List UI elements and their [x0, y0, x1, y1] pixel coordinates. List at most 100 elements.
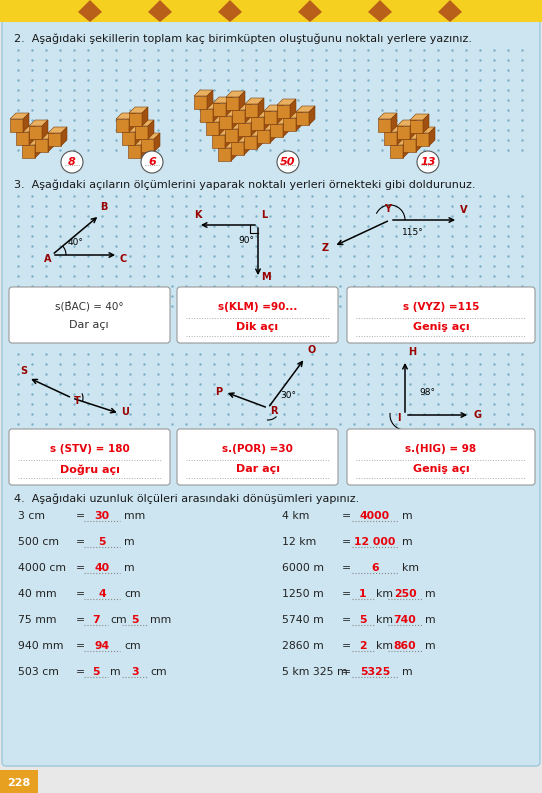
- Polygon shape: [141, 139, 154, 152]
- Polygon shape: [232, 110, 238, 129]
- Polygon shape: [142, 107, 148, 126]
- Text: m: m: [124, 563, 134, 573]
- Text: 5: 5: [359, 615, 367, 625]
- Polygon shape: [283, 118, 289, 137]
- Text: =: =: [342, 537, 351, 547]
- Polygon shape: [231, 142, 244, 155]
- FancyBboxPatch shape: [9, 287, 170, 343]
- Text: 5325: 5325: [360, 667, 390, 677]
- Text: 30°: 30°: [280, 391, 296, 400]
- Text: 250: 250: [393, 589, 416, 599]
- FancyBboxPatch shape: [177, 287, 338, 343]
- Text: =: =: [342, 589, 351, 599]
- Polygon shape: [48, 133, 54, 152]
- Text: s(B̂AC) = 40°: s(B̂AC) = 40°: [55, 301, 124, 311]
- Text: m: m: [402, 511, 412, 521]
- Polygon shape: [423, 114, 429, 133]
- Polygon shape: [231, 136, 250, 142]
- Text: 7: 7: [92, 615, 100, 625]
- Polygon shape: [390, 139, 409, 145]
- Text: C: C: [120, 254, 127, 264]
- Text: 5740 m: 5740 m: [282, 615, 324, 625]
- Text: =: =: [342, 615, 351, 625]
- Circle shape: [141, 151, 163, 173]
- Text: m: m: [425, 641, 436, 651]
- Polygon shape: [135, 126, 148, 139]
- Circle shape: [277, 151, 299, 173]
- Polygon shape: [213, 97, 232, 103]
- Polygon shape: [207, 90, 213, 109]
- FancyBboxPatch shape: [2, 2, 540, 766]
- Text: 6: 6: [148, 157, 156, 167]
- Text: I: I: [397, 413, 401, 423]
- Polygon shape: [290, 99, 296, 118]
- Polygon shape: [141, 139, 147, 158]
- Text: =: =: [76, 615, 85, 625]
- Circle shape: [61, 151, 83, 173]
- Text: s.(POR) =30: s.(POR) =30: [222, 445, 293, 454]
- Polygon shape: [410, 120, 423, 133]
- Text: L: L: [261, 210, 267, 220]
- Polygon shape: [213, 103, 219, 122]
- Text: 500 cm: 500 cm: [18, 537, 59, 547]
- Text: km: km: [376, 641, 393, 651]
- Polygon shape: [296, 112, 302, 131]
- Polygon shape: [48, 127, 67, 133]
- Polygon shape: [10, 113, 29, 119]
- FancyBboxPatch shape: [9, 429, 170, 485]
- Polygon shape: [16, 132, 29, 145]
- Text: 40: 40: [94, 563, 109, 573]
- Polygon shape: [0, 0, 542, 22]
- Text: km: km: [402, 563, 419, 573]
- Text: 2.  Aşağıdaki şekillerin toplam kaç birimküpten oluştuğunu noktalı yerlere yazın: 2. Aşağıdaki şekillerin toplam kaç birim…: [14, 34, 472, 44]
- Polygon shape: [238, 117, 257, 123]
- Text: 75 mm: 75 mm: [18, 615, 56, 625]
- Polygon shape: [397, 126, 410, 139]
- Polygon shape: [397, 120, 416, 126]
- Polygon shape: [416, 133, 429, 146]
- Polygon shape: [29, 126, 42, 139]
- Text: m: m: [402, 667, 412, 677]
- Polygon shape: [148, 0, 172, 22]
- Polygon shape: [78, 0, 102, 22]
- Polygon shape: [251, 117, 264, 130]
- Polygon shape: [277, 99, 296, 105]
- Text: P: P: [215, 387, 222, 397]
- Text: s.(HIG) = 98: s.(HIG) = 98: [405, 445, 476, 454]
- Polygon shape: [48, 133, 61, 146]
- Polygon shape: [225, 123, 244, 129]
- Polygon shape: [416, 133, 422, 152]
- Text: T: T: [74, 396, 81, 406]
- Polygon shape: [141, 133, 160, 139]
- Polygon shape: [264, 111, 270, 130]
- Polygon shape: [257, 124, 276, 130]
- Polygon shape: [277, 105, 283, 124]
- Text: cm: cm: [150, 667, 166, 677]
- Text: 3: 3: [131, 667, 139, 677]
- FancyBboxPatch shape: [177, 429, 338, 485]
- Polygon shape: [410, 114, 429, 120]
- Text: m: m: [110, 667, 121, 677]
- Text: km: km: [376, 589, 393, 599]
- Text: km: km: [376, 615, 393, 625]
- Text: 4.  Aşağıdaki uzunluk ölçüleri arasındaki dönüşümleri yapınız.: 4. Aşağıdaki uzunluk ölçüleri arasındaki…: [14, 494, 359, 504]
- Text: cm: cm: [124, 589, 140, 599]
- Polygon shape: [200, 103, 219, 109]
- Text: 5: 5: [98, 537, 106, 547]
- Text: 12 km: 12 km: [282, 537, 316, 547]
- Polygon shape: [129, 113, 135, 132]
- Text: U: U: [121, 408, 130, 417]
- Polygon shape: [154, 133, 160, 152]
- Text: 4000: 4000: [360, 511, 390, 521]
- Polygon shape: [416, 127, 435, 133]
- Polygon shape: [226, 97, 239, 110]
- Text: 5: 5: [131, 615, 139, 625]
- Polygon shape: [251, 117, 257, 136]
- Text: 94: 94: [94, 641, 109, 651]
- Polygon shape: [10, 119, 23, 132]
- Polygon shape: [244, 136, 250, 155]
- Polygon shape: [238, 123, 244, 142]
- Text: =: =: [342, 641, 351, 651]
- Polygon shape: [35, 139, 41, 158]
- Text: 4 km: 4 km: [282, 511, 309, 521]
